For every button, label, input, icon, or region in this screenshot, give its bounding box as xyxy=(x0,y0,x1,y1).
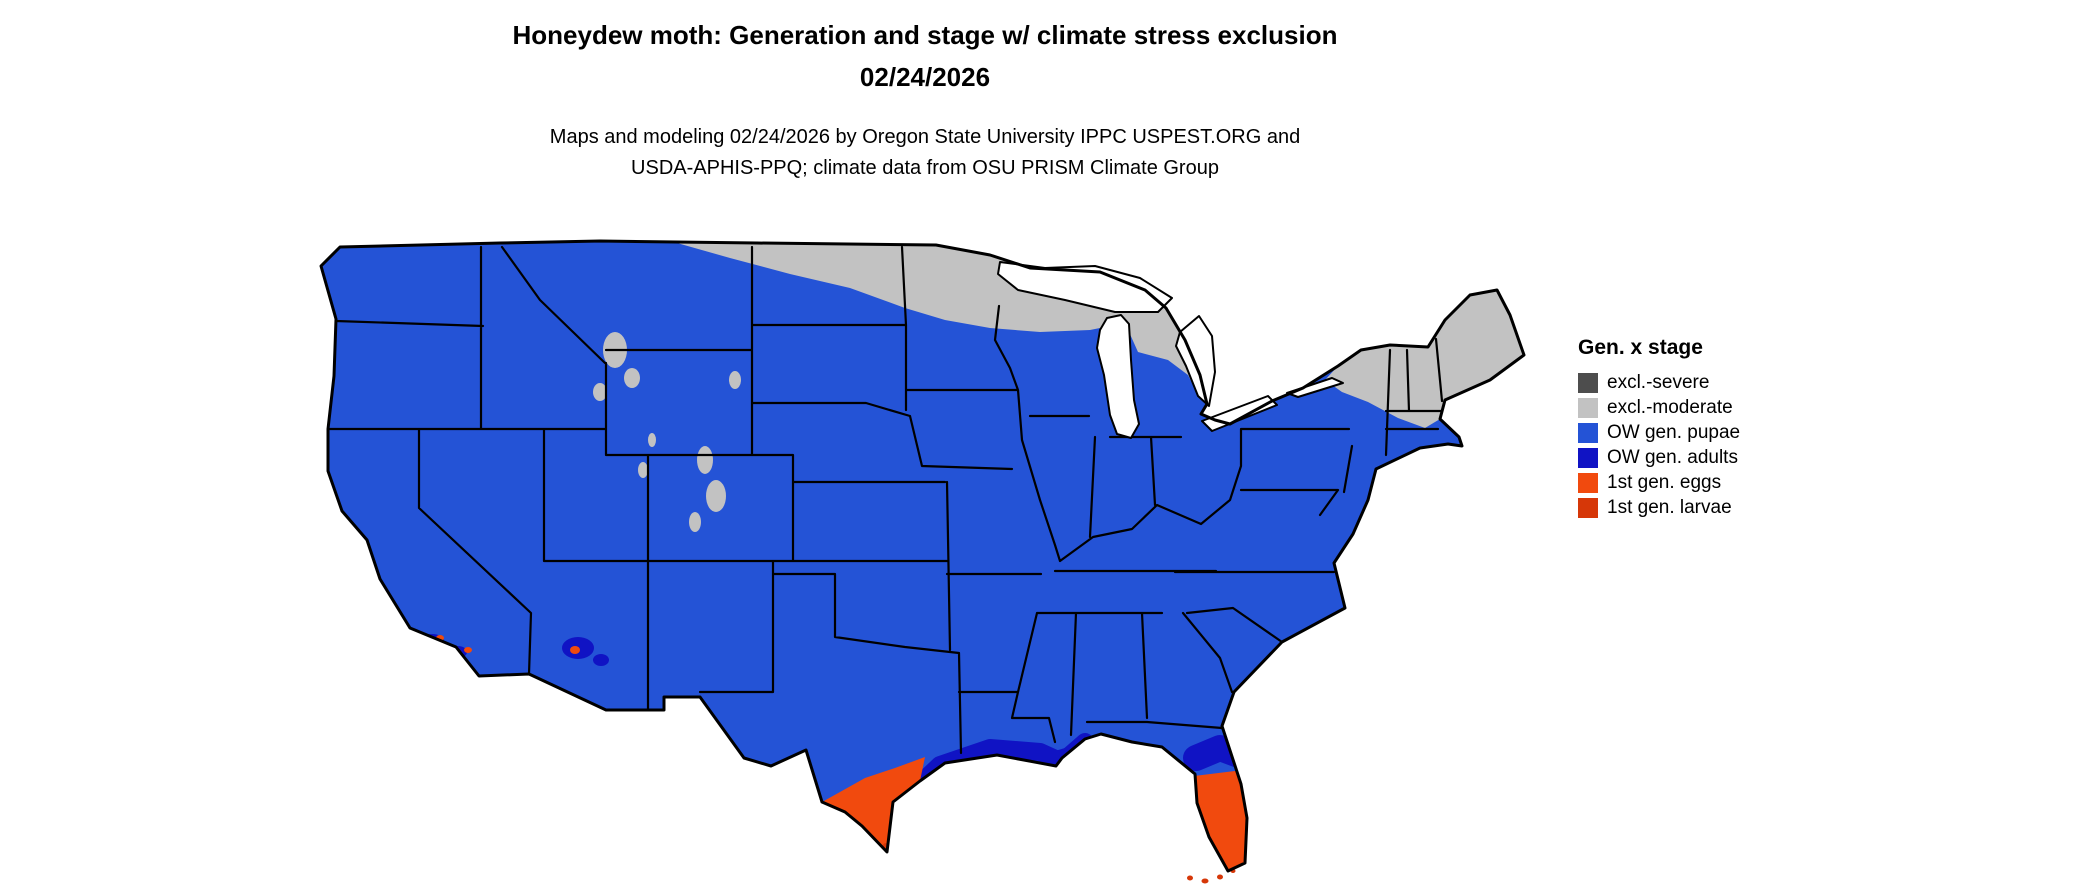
legend-swatch-excl-severe xyxy=(1578,372,1598,393)
legend-swatch-ow-adults xyxy=(1578,447,1598,468)
legend-item-first-larvae: 1st gen. larvae xyxy=(1578,495,1740,520)
lake-superior xyxy=(997,261,1173,313)
map-legend: Gen. x stage excl.-severe excl.-moderate… xyxy=(1578,336,1740,520)
legend-item-excl-moderate: excl.-moderate xyxy=(1578,395,1740,420)
legend-label-first-larvae: 1st gen. larvae xyxy=(1607,496,1732,518)
legend-item-excl-severe: excl.-severe xyxy=(1578,370,1740,395)
florida-keys-larvae xyxy=(1187,869,1236,884)
lake-michigan xyxy=(1096,314,1140,439)
legend-label-excl-moderate: excl.-moderate xyxy=(1607,396,1733,418)
legend-label-first-eggs: 1st gen. eggs xyxy=(1607,471,1722,493)
legend-label-ow-adults: OW gen. adults xyxy=(1607,446,1738,468)
us-outline xyxy=(319,239,1526,873)
legend-swatch-first-eggs xyxy=(1578,472,1598,493)
legend-swatch-ow-pupae xyxy=(1578,422,1598,443)
region-first-gen-eggs xyxy=(436,635,1247,871)
lake-ontario xyxy=(1286,377,1344,398)
map-title: Honeydew moth: Generation and stage w/ c… xyxy=(512,20,1338,50)
legend-swatch-first-larvae xyxy=(1578,497,1598,518)
credits-line-1: Maps and modeling 02/24/2026 by Oregon S… xyxy=(549,126,1301,148)
credits-line-2: USDA-APHIS-PPQ; climate data from OSU PR… xyxy=(631,157,1219,179)
map-credits: Maps and modeling 02/24/2026 by Oregon S… xyxy=(0,122,1850,184)
legend-label-excl-severe: excl.-severe xyxy=(1607,371,1710,393)
legend-label-ow-pupae: OW gen. pupae xyxy=(1607,421,1741,443)
map-header: Honeydew moth: Generation and stage w/ c… xyxy=(0,22,1850,93)
legend-item-first-eggs: 1st gen. eggs xyxy=(1578,470,1740,495)
legend-item-ow-adults: OW gen. adults xyxy=(1578,445,1740,470)
us-landmass-region-pupae xyxy=(321,241,1524,871)
legend-title: Gen. x stage xyxy=(1578,336,1703,359)
legend-item-ow-pupae: OW gen. pupae xyxy=(1578,420,1740,445)
state-borders xyxy=(326,245,1444,755)
map-date: 02/24/2026 xyxy=(859,62,991,92)
legend-swatch-excl-moderate xyxy=(1578,397,1598,418)
